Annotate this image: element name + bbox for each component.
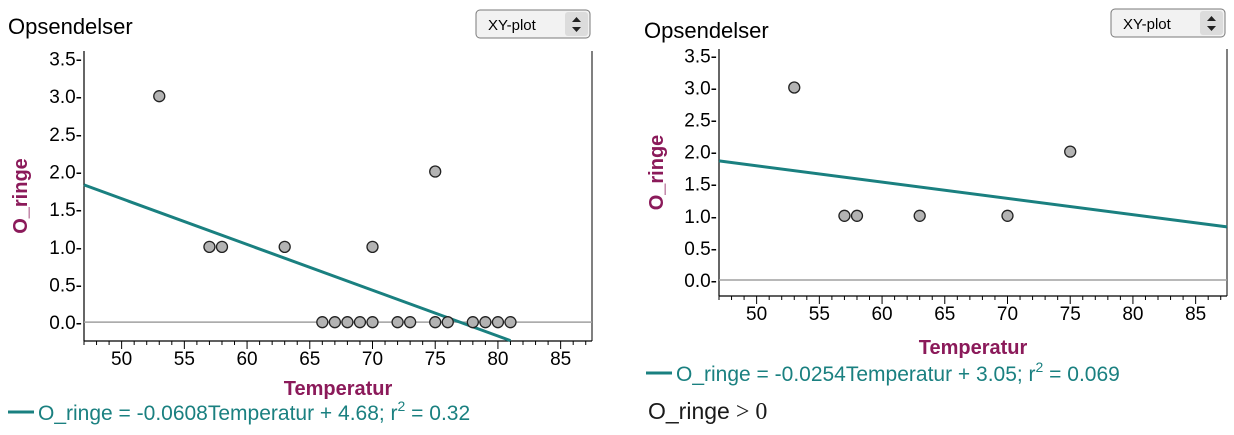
data-point[interactable] bbox=[850, 209, 864, 222]
stepper-arrows-icon bbox=[572, 17, 581, 32]
x-tick-label: 55 bbox=[174, 349, 195, 370]
data-point[interactable] bbox=[391, 316, 404, 329]
plot-type-button-label: XY-plot bbox=[1123, 16, 1172, 33]
y-tick-label: 3.5- bbox=[684, 46, 717, 67]
chart-title: Opsendelser bbox=[8, 14, 133, 39]
y-tick-label: 1.5- bbox=[49, 200, 82, 221]
data-point[interactable] bbox=[441, 316, 454, 329]
y-tick-label: 2.0- bbox=[49, 163, 82, 184]
plot-type-button[interactable]: XY-plot bbox=[1110, 8, 1226, 38]
y-tick-label: 1.0- bbox=[49, 238, 82, 259]
data-point[interactable] bbox=[479, 316, 492, 329]
x-tick-label: 65 bbox=[934, 304, 955, 325]
x-tick-label: 55 bbox=[809, 304, 830, 325]
plot-type-button[interactable]: XY-plot bbox=[475, 9, 591, 39]
x-tick-label: 75 bbox=[1060, 304, 1081, 325]
data-point[interactable] bbox=[838, 209, 851, 222]
data-point[interactable] bbox=[504, 316, 517, 329]
fit-line bbox=[718, 159, 1228, 229]
chart-title: Opsendelser bbox=[644, 18, 769, 43]
data-point[interactable] bbox=[366, 240, 379, 253]
x-axis-label: Temperatur bbox=[919, 337, 1028, 359]
y-tick-label: 3.0- bbox=[49, 87, 82, 108]
data-point[interactable] bbox=[278, 240, 291, 253]
y-tick-label: 1.0- bbox=[684, 207, 717, 228]
data-point[interactable] bbox=[788, 81, 801, 94]
plot-type-button-label: XY-plot bbox=[488, 17, 537, 34]
data-point[interactable] bbox=[353, 316, 367, 329]
x-tick-label: 70 bbox=[997, 304, 1018, 325]
y-tick-label: 1.5- bbox=[684, 175, 717, 196]
x-axis-label: Temperatur bbox=[284, 378, 393, 400]
chart-left: Opsendelser XY-plot 0.0- 0.5- 1.0- 1.5- 2.0-… bbox=[8, 9, 593, 425]
y-axis-label: O_ringe bbox=[646, 135, 668, 211]
y-tick-label: 0.5- bbox=[49, 276, 82, 297]
stepper-arrows-icon bbox=[1207, 16, 1216, 31]
x-tick-label: 80 bbox=[487, 349, 508, 370]
data-point[interactable] bbox=[153, 90, 166, 103]
x-tick-label: 60 bbox=[236, 349, 257, 370]
fit-equation-text: O_ringe = -0.0254Temperatur + 3.05; r2 =… bbox=[676, 359, 1120, 386]
x-tick-label: 85 bbox=[1185, 304, 1206, 325]
y-tick-label: 0.0- bbox=[49, 313, 82, 334]
y-tick-label: 2.5- bbox=[49, 125, 82, 146]
fit-equation: O_ringe = -0.0608Temperatur + 4.68; r2 =… bbox=[8, 398, 470, 425]
plot-area: 0.0- 0.5- 1.0- 1.5- 2.0- 2.5- 3.0- 3.5- 50 55 60 65… bbox=[684, 46, 1228, 325]
data-point[interactable] bbox=[491, 316, 505, 329]
data-point[interactable] bbox=[913, 209, 926, 222]
x-tick-label: 65 bbox=[299, 349, 320, 370]
y-tick-label: 2.0- bbox=[684, 143, 717, 164]
fit-equation: O_ringe = -0.0254Temperatur + 3.05; r2 =… bbox=[646, 359, 1120, 386]
chart-right: Opsendelser XY-plot 0.0- 0.5- 1.0- 1.5- 2.0-… bbox=[644, 8, 1228, 425]
fit-equation-text: O_ringe = -0.0608Temperatur + 4.68; r2 =… bbox=[38, 398, 470, 425]
x-tick-label: 85 bbox=[550, 349, 571, 370]
data-point[interactable] bbox=[203, 240, 216, 253]
x-tick-label: 70 bbox=[362, 349, 383, 370]
x-tick-label: 80 bbox=[1122, 304, 1143, 325]
data-point[interactable] bbox=[466, 316, 479, 329]
data-point[interactable] bbox=[215, 240, 229, 253]
data-point[interactable] bbox=[341, 316, 354, 329]
x-tick-label: 50 bbox=[746, 304, 767, 325]
data-point[interactable] bbox=[328, 316, 342, 329]
x-tick-label: 60 bbox=[871, 304, 892, 325]
data-point[interactable] bbox=[1064, 145, 1077, 158]
y-tick-label: 3.0- bbox=[684, 78, 717, 99]
y-axis-label: O_ringe bbox=[10, 158, 32, 234]
data-point[interactable] bbox=[429, 316, 442, 329]
y-tick-label: 0.0- bbox=[684, 271, 717, 292]
data-point[interactable] bbox=[366, 316, 379, 329]
x-tick-label: 75 bbox=[425, 349, 446, 370]
filter-expression: O_ringe > 0 bbox=[648, 398, 767, 425]
y-tick-label: 3.5- bbox=[49, 50, 82, 71]
data-point[interactable] bbox=[403, 316, 417, 329]
x-tick-label: 50 bbox=[111, 349, 132, 370]
y-tick-label: 2.5- bbox=[684, 111, 717, 132]
plot-area: 0.0- 0.5- 1.0- 1.5- 2.0- 2.5- 3.0- 3.5- 50 55 60 65… bbox=[49, 50, 593, 370]
data-point[interactable] bbox=[1001, 209, 1014, 222]
data-point[interactable] bbox=[316, 316, 329, 329]
y-tick-label: 0.5- bbox=[684, 239, 717, 260]
fit-line bbox=[83, 183, 511, 343]
data-point[interactable] bbox=[429, 165, 442, 178]
